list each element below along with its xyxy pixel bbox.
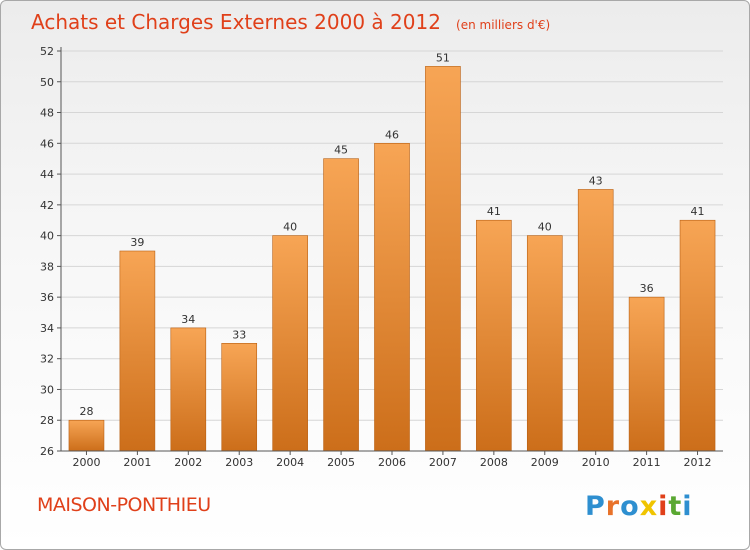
data-label: 36: [640, 282, 654, 295]
y-tick-label: 34: [40, 322, 54, 335]
x-tick-label: 2001: [123, 456, 151, 469]
data-label: 51: [436, 51, 450, 64]
logo-letter: i: [682, 491, 693, 522]
proxiti-logo: Proxiti: [585, 491, 693, 522]
logo-letter: r: [605, 491, 621, 522]
x-tick-label: 2007: [429, 456, 457, 469]
data-label: 41: [691, 205, 705, 218]
y-tick-label: 50: [40, 76, 54, 89]
logo-letter: i: [658, 491, 669, 522]
y-tick-label: 48: [40, 107, 54, 120]
labels: 26 28 30 32 34 36 38 40 42 44 46 48 50 52 28 2000 39 2001…: [40, 45, 712, 469]
bar: [425, 66, 461, 452]
data-label: 40: [283, 221, 297, 234]
bar: [221, 343, 258, 452]
y-tick-label: 30: [40, 383, 54, 396]
data-label: 39: [130, 236, 144, 249]
bar: [679, 219, 716, 452]
logo-letter: t: [668, 491, 683, 522]
y-tick-label: 40: [40, 230, 54, 243]
bar: [476, 219, 512, 452]
bar: [526, 235, 563, 452]
bars: [68, 66, 716, 452]
bar: [170, 327, 207, 452]
x-tick-label: 2012: [684, 456, 712, 469]
data-label: 45: [334, 144, 348, 157]
y-tick-label: 38: [40, 260, 54, 273]
x-tick-label: 2010: [582, 456, 610, 469]
y-tick-label: 26: [40, 445, 54, 458]
bar: [577, 189, 614, 452]
commune-name: MAISON-PONTHIEU: [37, 494, 211, 516]
chart-title: Achats et Charges Externes 2000 à 2012 (…: [31, 10, 550, 34]
y-tick-label: 42: [40, 199, 54, 212]
y-tick-label: 28: [40, 414, 54, 427]
logo-letter: P: [585, 491, 606, 522]
bar: [374, 143, 410, 452]
x-tick-label: 2005: [327, 456, 355, 469]
y-tick-label: 32: [40, 353, 54, 366]
bar: [323, 158, 359, 452]
y-tick-label: 52: [40, 45, 54, 58]
y-tick-label: 36: [40, 291, 54, 304]
x-tick-label: 2011: [633, 456, 661, 469]
bar: [68, 419, 105, 452]
chart-title-unit: (en milliers d'€): [456, 18, 550, 32]
data-label: 28: [79, 405, 93, 418]
bar: [628, 296, 665, 452]
x-tick-label: 2000: [72, 456, 100, 469]
y-tick-label: 46: [40, 137, 54, 150]
bar: [119, 250, 156, 452]
axes: [57, 47, 723, 455]
logo-letter: x: [639, 491, 659, 522]
x-tick-label: 2002: [174, 456, 202, 469]
x-tick-label: 2009: [531, 456, 559, 469]
bar: [272, 235, 308, 452]
data-label: 34: [181, 313, 195, 326]
logo-letter: o: [620, 491, 640, 522]
x-tick-label: 2006: [378, 456, 406, 469]
x-tick-label: 2004: [276, 456, 304, 469]
data-label: 46: [385, 128, 399, 141]
data-label: 43: [589, 174, 603, 187]
chart-title-main: Achats et Charges Externes 2000 à 2012: [31, 10, 441, 34]
data-label: 40: [538, 221, 552, 234]
x-tick-label: 2008: [480, 456, 508, 469]
data-label: 41: [487, 205, 501, 218]
y-tick-label: 44: [40, 168, 54, 181]
data-label: 33: [232, 328, 246, 341]
x-tick-label: 2003: [225, 456, 253, 469]
